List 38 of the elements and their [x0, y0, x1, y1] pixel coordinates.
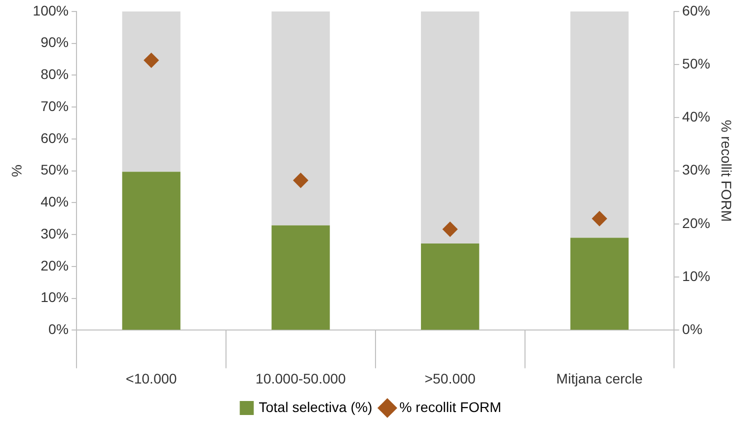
x-tick-label: Mitjana cercle: [556, 370, 643, 386]
bar: [122, 172, 180, 330]
y-tick-label: 80%: [40, 66, 69, 82]
bar: [272, 225, 330, 330]
x-tick-label: <10.000: [126, 370, 178, 386]
y-tick-label: 60%: [40, 130, 69, 146]
y-tick-label: 50%: [40, 162, 69, 178]
y-axis-title: %: [8, 164, 24, 178]
y2-tick-label: 30%: [682, 162, 710, 178]
bar: [122, 11, 180, 172]
y2-tick-label: 60%: [682, 2, 710, 18]
x-tick-label: >50.000: [424, 370, 476, 386]
y2-tick-label: 20%: [682, 214, 710, 231]
y2-tick-label: 10%: [682, 268, 710, 284]
point: [144, 52, 159, 68]
x-tick-label: 10.000-50.000: [256, 370, 346, 386]
bar: [420, 243, 480, 330]
y2-tick-label: 50%: [682, 55, 710, 72]
bar: [570, 11, 629, 238]
y-tick-label: 90%: [40, 34, 69, 50]
point: [293, 172, 308, 188]
y2-tick-label: 0%: [682, 321, 702, 338]
y2-tick-label: 40%: [682, 108, 710, 125]
y-tick-label: 100%: [32, 2, 69, 18]
bar: [420, 11, 480, 244]
point: [592, 211, 607, 226]
y-tick-label: 30%: [40, 225, 69, 242]
legend-label: Total selectiva (%): [258, 398, 372, 415]
bar: [570, 238, 629, 330]
y-tick-label: 40%: [40, 194, 69, 210]
y-tick-label: 20%: [40, 257, 69, 274]
y2-axis-title: % recollit FORM: [718, 120, 735, 222]
y-tick-label: 70%: [40, 98, 69, 114]
legend-label: % recollit FORM: [399, 398, 502, 415]
point: [442, 222, 458, 237]
y-tick-label: 0%: [48, 321, 69, 338]
y-tick-label: 10%: [40, 289, 69, 306]
bar: [272, 11, 330, 226]
